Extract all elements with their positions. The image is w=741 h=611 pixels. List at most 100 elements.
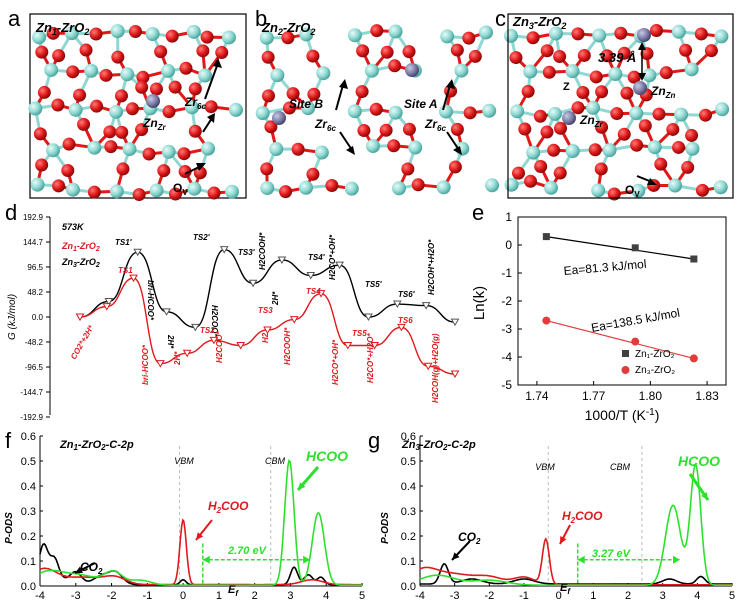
panel-a-o-atom [111,50,125,64]
panel-c-z-label: Z [563,81,570,93]
panel-c-o-atom [652,107,666,121]
panel-c-znzr-label: ZnZr [579,113,604,129]
panel-d-black-label: 2H* [271,291,280,306]
panel-g-h2coo-label: H2COO [562,509,603,525]
panel-b-o-atom [450,43,464,57]
panel-b-zr-atom [392,181,407,196]
panel-d-series [75,246,460,379]
panel-g-chart: -4 -3 -2 -1 0 1 2 3 4 5 0.0 0.1 0.2 0.3 0.4 0.5 0.6 Zn3-… [380,431,735,602]
panel-d-point [335,261,344,270]
panel-c-o-atom [540,44,554,58]
panel-a-o-atom [61,164,75,178]
panel-a-o-atom [79,43,93,57]
panel-c-o-atom [595,120,609,134]
panel-d-point [263,326,272,334]
panel-b-zr-atom [259,30,274,45]
panel-f-xtick-label: -4 [35,590,45,602]
panel-c-zr-atom [548,26,563,41]
panel-b-zr-atom [439,104,454,119]
panel-g-callout-arrowhead [452,552,460,560]
panel-a-zr-atom [65,182,80,197]
panel-c-zr-atom [713,180,728,195]
panel-b-zr-atom [255,106,270,121]
panel-c-zr-atom [510,104,525,119]
panel-a-arrowhead-2 [207,113,215,123]
panel-b-o-atom [411,178,425,192]
panel-c-zr-atom [565,64,580,79]
panel-c-o-atom [540,125,554,139]
panel-g-ytick-label: 0.0 [401,581,416,593]
panel-a-o-atom [135,123,149,137]
panel-c-o-atom [699,108,713,122]
panel-b-zr-atom [436,180,451,195]
panel-d-red-label: H2COH(g)+H2O(g) [431,333,440,403]
panel-c-o-atom [617,127,631,141]
panel-g-xtick-label: -4 [415,590,425,602]
panel-b-o-atom [306,167,320,181]
panel-c-zr-atom [608,66,623,81]
panel-g-ef: Ef [560,582,571,596]
panel-e-legend-marker-1 [622,350,629,357]
panel-d-red-label: H2COOH* [283,327,292,365]
panel-c-o-atom [649,23,663,37]
panel-b-o-atom [306,49,320,63]
panel-f-xtick-label: 1 [216,590,222,602]
panel-b-zr-atom [479,25,494,40]
panel-e-xlabel: 1000/T (K-1) [585,407,660,423]
panel-g-xtick-label: 3 [660,590,666,602]
panel-c-o-atom [659,66,673,80]
panel-a-zr-atom [44,62,59,77]
panel-a-o-atom [62,137,76,151]
panel-b-o-atom [264,120,278,134]
panel-d-red-label: H2CO*+OH* [331,339,340,385]
panel-a-o-atom [188,124,202,138]
panel-c-ov-label: OV [625,183,640,199]
panel-a-o-atom [149,82,163,96]
panel-d-black-label: H2CO*+OH* [328,234,337,280]
panel-c-title: Zn3-ZrO2 [512,14,566,31]
panel-d-point [277,256,287,264]
panel-d-ytick-label: 144.7 [23,238,44,247]
panel-c-zn-atom-2 [633,81,647,95]
panel-b-zr-atom [388,24,403,39]
panel-a-o-atom [207,186,221,200]
panel-c-o-atom [553,166,567,180]
panel-c-o-atom [681,160,695,174]
panel-e-ytick-label: -3 [501,322,512,336]
panel-e-point-zn1 [690,255,698,263]
panel-a-o-atom [188,82,202,96]
panel-d-black-label: H2COOH* [258,232,267,270]
panel-d-point [248,279,258,288]
panel-b-o-atom [369,102,383,116]
panel-f-callout-arrowhead [75,566,83,573]
panel-a-o-atom [103,125,117,139]
panel-e-series [542,233,698,363]
panel-b-o-atom [402,45,416,59]
panel-c-zr-atom [503,28,518,43]
panel-d-point [75,313,85,321]
panel-d-point [219,246,229,254]
panel-d-red-label: H2CO*+H2O* [366,333,375,383]
panel-d-point [162,308,171,316]
panel-g-callout-arrowhead [560,536,567,544]
panel-c-o-atom [666,122,680,136]
panel-c-o-atom [672,140,686,154]
panel-c-zr-atom [592,28,607,43]
panel-b-o-atom [387,139,401,153]
panel-c-o-atom [588,143,602,157]
panel-g-hcoo-label: HCOO [678,453,720,469]
panel-c-frame [507,13,734,199]
panel-a-zr-atom [32,30,47,45]
panel-f-callout-arrowhead [196,532,204,540]
panel-g-xtick-label: -2 [484,590,494,602]
panel-b-o-atom [279,185,293,199]
panel-d-point [450,318,460,327]
panel-f-callout-arrowhead [298,482,306,490]
panel-c-zr-atom [715,102,730,117]
panel-d-labels: TS1'bri-HCOO*2H*TS2'H2COO*TS3' H2COOH*2H*… [69,232,440,403]
panel-a-zr-atom [225,184,240,199]
panel-c-o-atom [521,84,535,98]
panel-d-red-label: bri-HCOO* [141,344,150,385]
panel-c-zr-atom [591,183,606,198]
panel-a-zr-atom [201,141,216,156]
